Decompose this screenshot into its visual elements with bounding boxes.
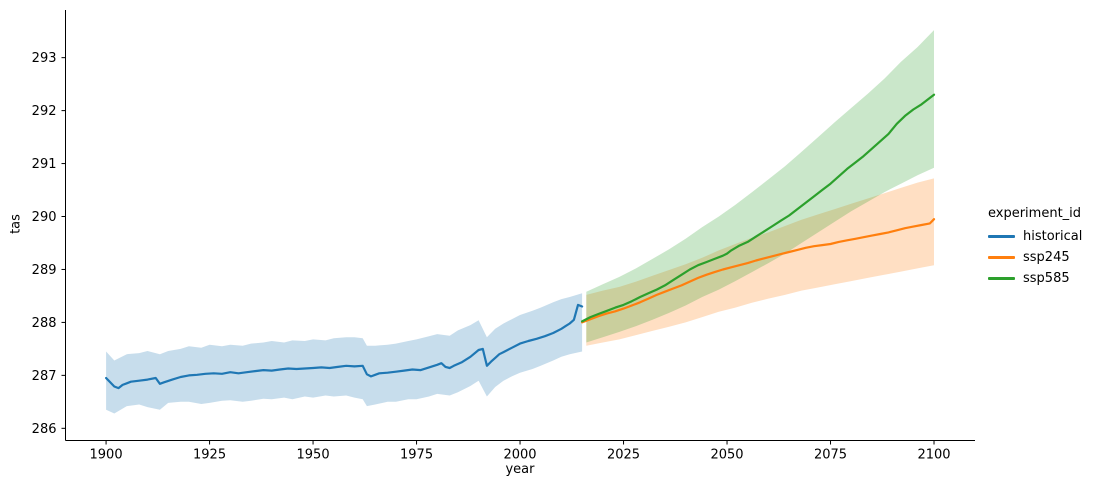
x-tick-label: 2025 — [607, 448, 640, 463]
x-tick-label: 1950 — [297, 448, 330, 463]
y-tick-label: 289 — [32, 263, 57, 278]
series-line-ssp245 — [580, 218, 936, 324]
y-axis-label: tas — [8, 214, 24, 234]
y-tick-label: 293 — [32, 51, 57, 66]
legend-line-icon — [988, 277, 1015, 280]
x-tick-label: 2000 — [503, 448, 536, 463]
y-tick-label: 288 — [32, 316, 57, 331]
series-band-historical — [106, 293, 583, 414]
x-tick-label: 2075 — [814, 448, 847, 463]
legend-line-icon — [988, 256, 1015, 259]
legend-label-historical: historical — [1023, 229, 1083, 244]
y-tick-label: 287 — [32, 369, 57, 384]
series-band-ssp585 — [586, 30, 934, 343]
legend-label-ssp585: ssp585 — [1023, 271, 1070, 286]
legend-item-ssp245: ssp245 — [988, 247, 1082, 268]
x-axis-label: year — [505, 462, 535, 477]
legend-item-historical: historical — [988, 226, 1082, 247]
y-tick-label: 286 — [32, 422, 57, 437]
x-tick-label: 1925 — [193, 448, 226, 463]
y-tick-label: 292 — [32, 104, 57, 119]
x-tick-label: 1975 — [400, 448, 433, 463]
legend-title: experiment_id — [988, 206, 1082, 221]
legend-line-icon — [988, 235, 1015, 238]
legend-label-ssp245: ssp245 — [1023, 250, 1070, 265]
x-tick-label: 2050 — [710, 448, 743, 463]
series-band-ssp245 — [586, 178, 934, 346]
series-line-historical — [104, 303, 584, 390]
series-line-ssp585 — [580, 93, 936, 323]
y-tick-label: 290 — [32, 210, 57, 225]
legend-item-ssp585: ssp585 — [988, 268, 1082, 289]
x-tick-label: 2100 — [917, 448, 950, 463]
x-tick-label: 1900 — [90, 448, 123, 463]
legend: experiment_id historical ssp245 ssp585 — [988, 203, 1082, 289]
y-tick-label: 291 — [32, 157, 57, 172]
